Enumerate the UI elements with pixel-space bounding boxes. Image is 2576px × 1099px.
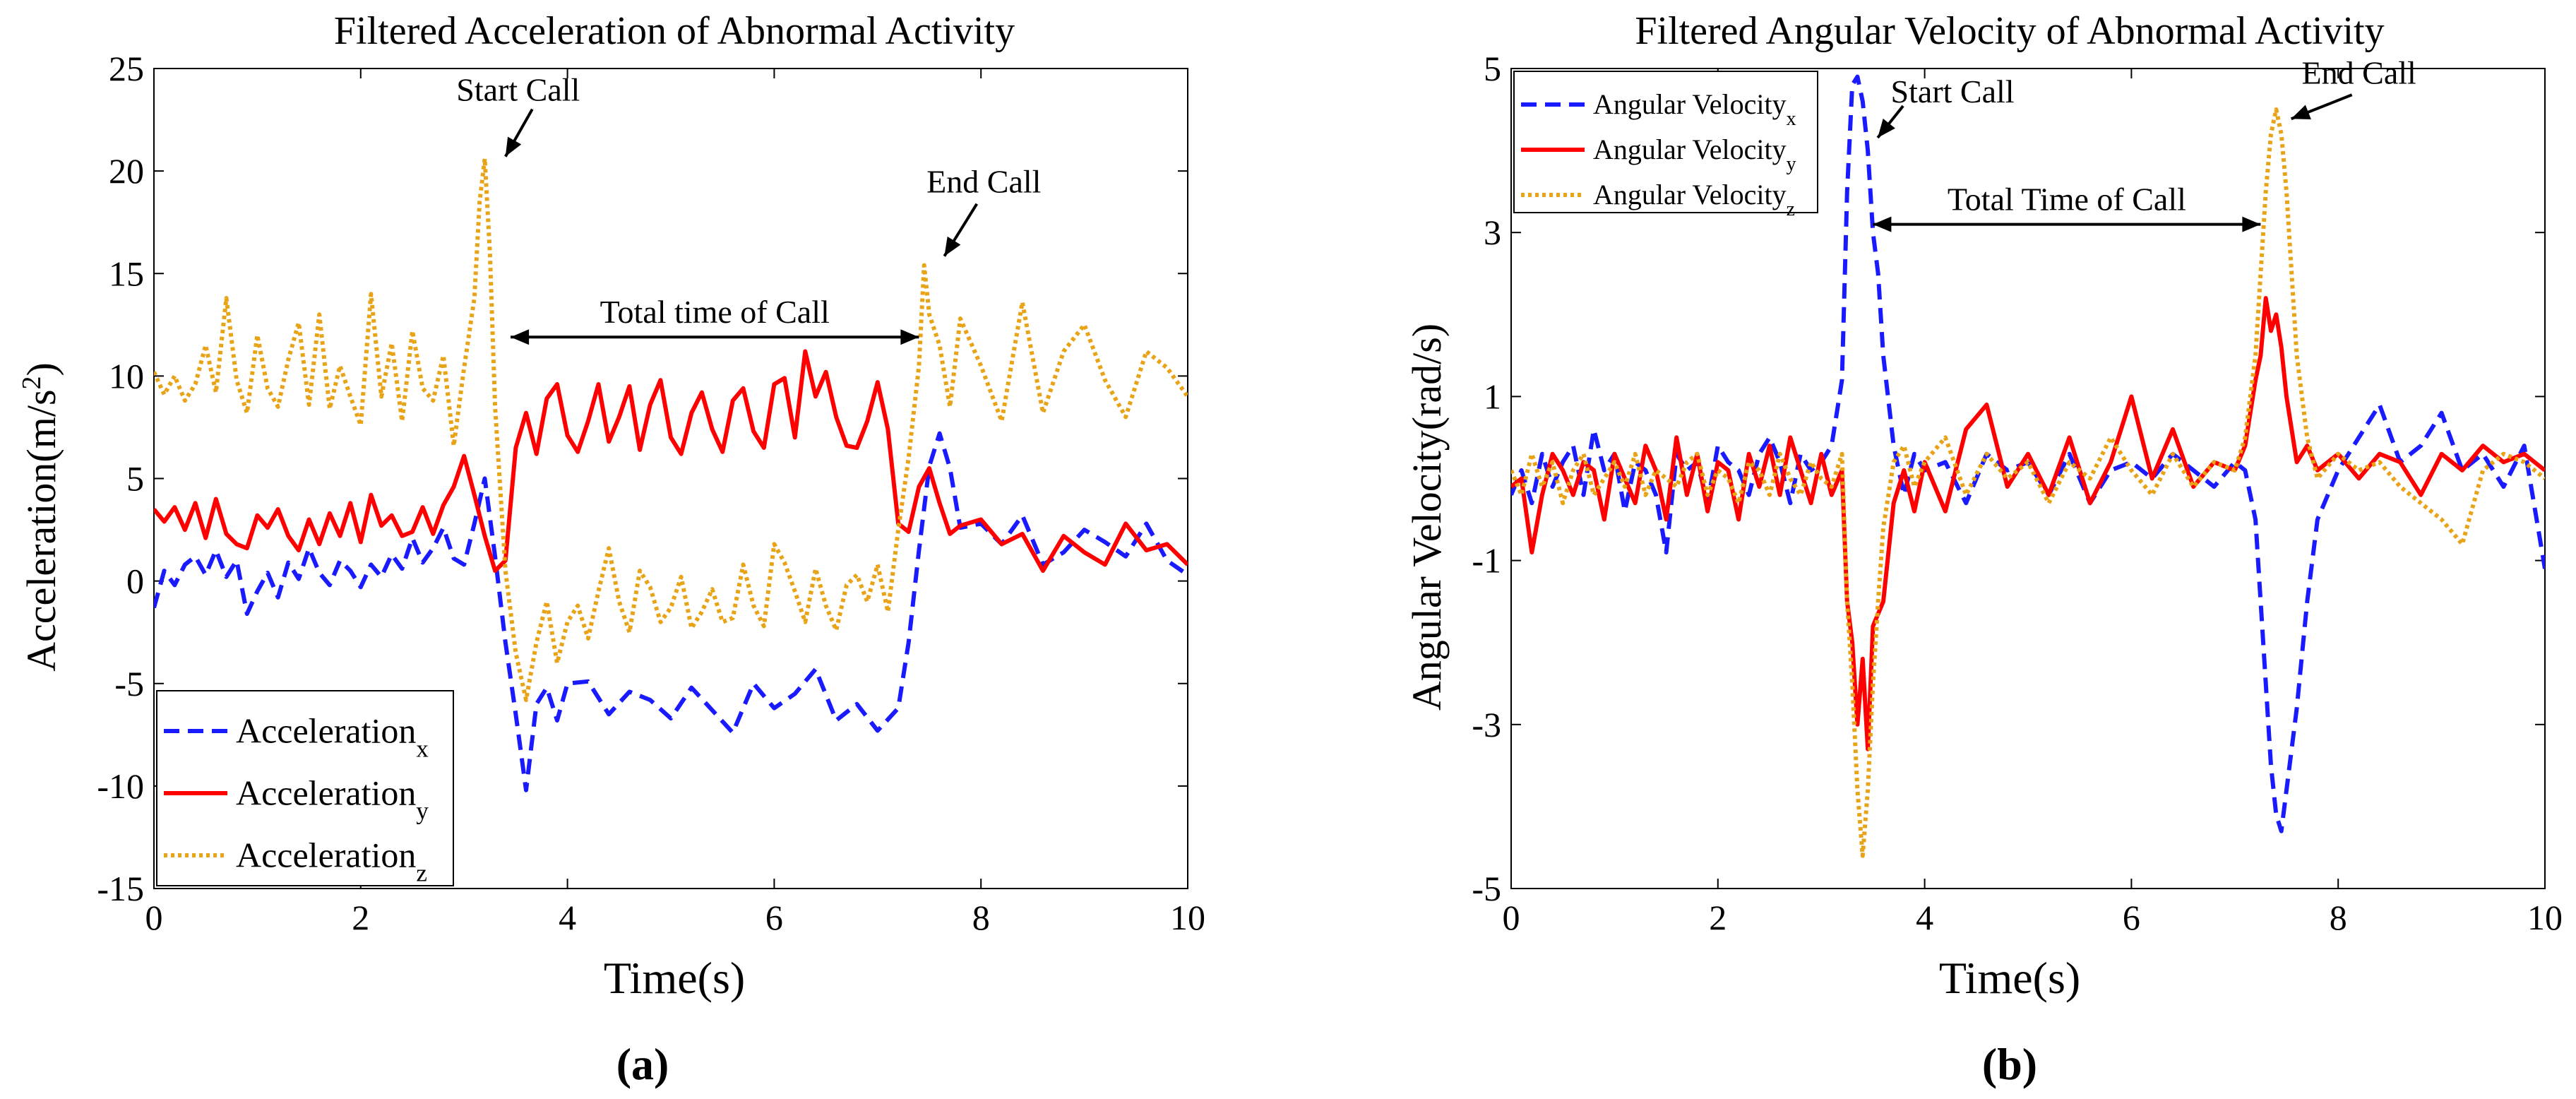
a-ytick-label: 25 — [109, 49, 144, 88]
b-end-call-label: End Call — [2302, 54, 2416, 90]
a-ytick-label: -5 — [114, 664, 144, 703]
b-ytick-label: -1 — [1472, 541, 1501, 581]
a-ytick-label: 5 — [126, 459, 144, 499]
b-xtick-label: 0 — [1503, 898, 1520, 937]
panel-a-label: (a) — [616, 1039, 669, 1089]
a-xtick-label: 10 — [1170, 898, 1205, 937]
b-legend-label-1: Angular Velocityx — [1593, 88, 1796, 130]
b-xtick-label: 10 — [2527, 898, 2563, 937]
panel-b-title: Filtered Angular Velocity of Abnormal Ac… — [1635, 9, 2384, 53]
panel-a-ylabel-close: ) — [18, 362, 64, 376]
b-legend-label-3: Angular Velocityz — [1593, 179, 1795, 220]
b-series-line-3 — [1511, 107, 2545, 858]
a-ytick-label: -10 — [97, 766, 144, 806]
b-legend-label-2: Angular Velocityy — [1593, 133, 1796, 175]
b-ytick-label: -5 — [1472, 869, 1501, 908]
b-ytick-label: 1 — [1484, 376, 1501, 416]
a-legend-label-2: Accelerationy — [236, 773, 429, 825]
a-xtick-label: 4 — [559, 898, 576, 937]
a-legend-label-3: Accelerationz — [236, 836, 427, 887]
b-end-call-arrowhead — [2291, 105, 2311, 119]
panel-b-plot-area: 0 2 4 6 8 10 -5 -3 -1 1 3 5 Start Call End Call Total … — [1472, 49, 2563, 937]
b-series-line-2 — [1511, 296, 2545, 752]
a-total-arrowhead-right — [900, 329, 919, 345]
b-total-arrowhead-left — [1873, 216, 1892, 232]
b-ytick-label: -3 — [1472, 705, 1501, 744]
a-xtick-label: 6 — [765, 898, 783, 937]
a-ytick-label: 10 — [109, 356, 144, 396]
b-start-call-label: Start Call — [1891, 73, 2015, 109]
a-start-call-arrowhead — [505, 136, 522, 157]
panel-a: Filtered Acceleration of Abnormal Activi… — [17, 9, 1205, 1089]
a-ytick-label: -15 — [97, 869, 144, 908]
a-legend-label-1: Accelerationx — [236, 711, 429, 763]
b-xtick-label: 4 — [1916, 898, 1933, 937]
a-xtick-label: 0 — [145, 898, 163, 937]
a-xtick-label: 8 — [972, 898, 990, 937]
panel-a-xlabel: Time(s) — [604, 953, 745, 1003]
a-start-call-label: Start Call — [456, 72, 580, 108]
a-xtick-label: 2 — [352, 898, 369, 937]
a-ytick-label: 15 — [109, 254, 144, 293]
panel-b-label: (b) — [1982, 1039, 2037, 1089]
b-series-line-1 — [1511, 74, 2545, 833]
a-end-call-label: End Call — [926, 164, 1041, 200]
b-xtick-label: 6 — [2123, 898, 2140, 937]
a-end-call-arrowhead — [944, 236, 961, 256]
panel-b: Filtered Angular Velocity of Abnormal Ac… — [1404, 9, 2563, 1089]
panel-b-ylabel: Angular Velocity(rad/s) — [1404, 323, 1450, 711]
b-ytick-label: 5 — [1484, 49, 1501, 88]
a-total-call-label: Total time of Call — [600, 294, 830, 330]
b-total-arrowhead-right — [2242, 216, 2261, 232]
a-ytick-label: 20 — [109, 151, 144, 191]
panel-a-ylabel: Acceleration(m/s2) — [17, 362, 64, 672]
panel-a-ylabel-main: Acceleration(m/s — [18, 389, 64, 671]
b-xtick-label: 2 — [1709, 898, 1727, 937]
panel-b-xlabel: Time(s) — [1939, 953, 2080, 1003]
a-series-line-2 — [154, 349, 1188, 574]
panel-a-ylabel-sup: 2 — [17, 376, 47, 389]
a-series-line-1 — [154, 431, 1188, 792]
a-series-line-3 — [154, 156, 1188, 702]
b-ytick-label: 3 — [1484, 213, 1501, 252]
b-start-call-arrowhead — [1878, 118, 1895, 138]
a-ytick-label: 0 — [126, 562, 144, 601]
b-xtick-label: 8 — [2330, 898, 2347, 937]
a-total-arrowhead-left — [511, 329, 530, 345]
b-total-call-label: Total Time of Call — [1948, 182, 2186, 218]
b-legend — [1513, 71, 1818, 213]
panel-a-plot-area: 0 2 4 6 8 10 -15 -10 -5 0 5 10 15 20 25 Start Call End C… — [97, 49, 1205, 937]
panel-a-title: Filtered Acceleration of Abnormal Activi… — [334, 9, 1015, 53]
